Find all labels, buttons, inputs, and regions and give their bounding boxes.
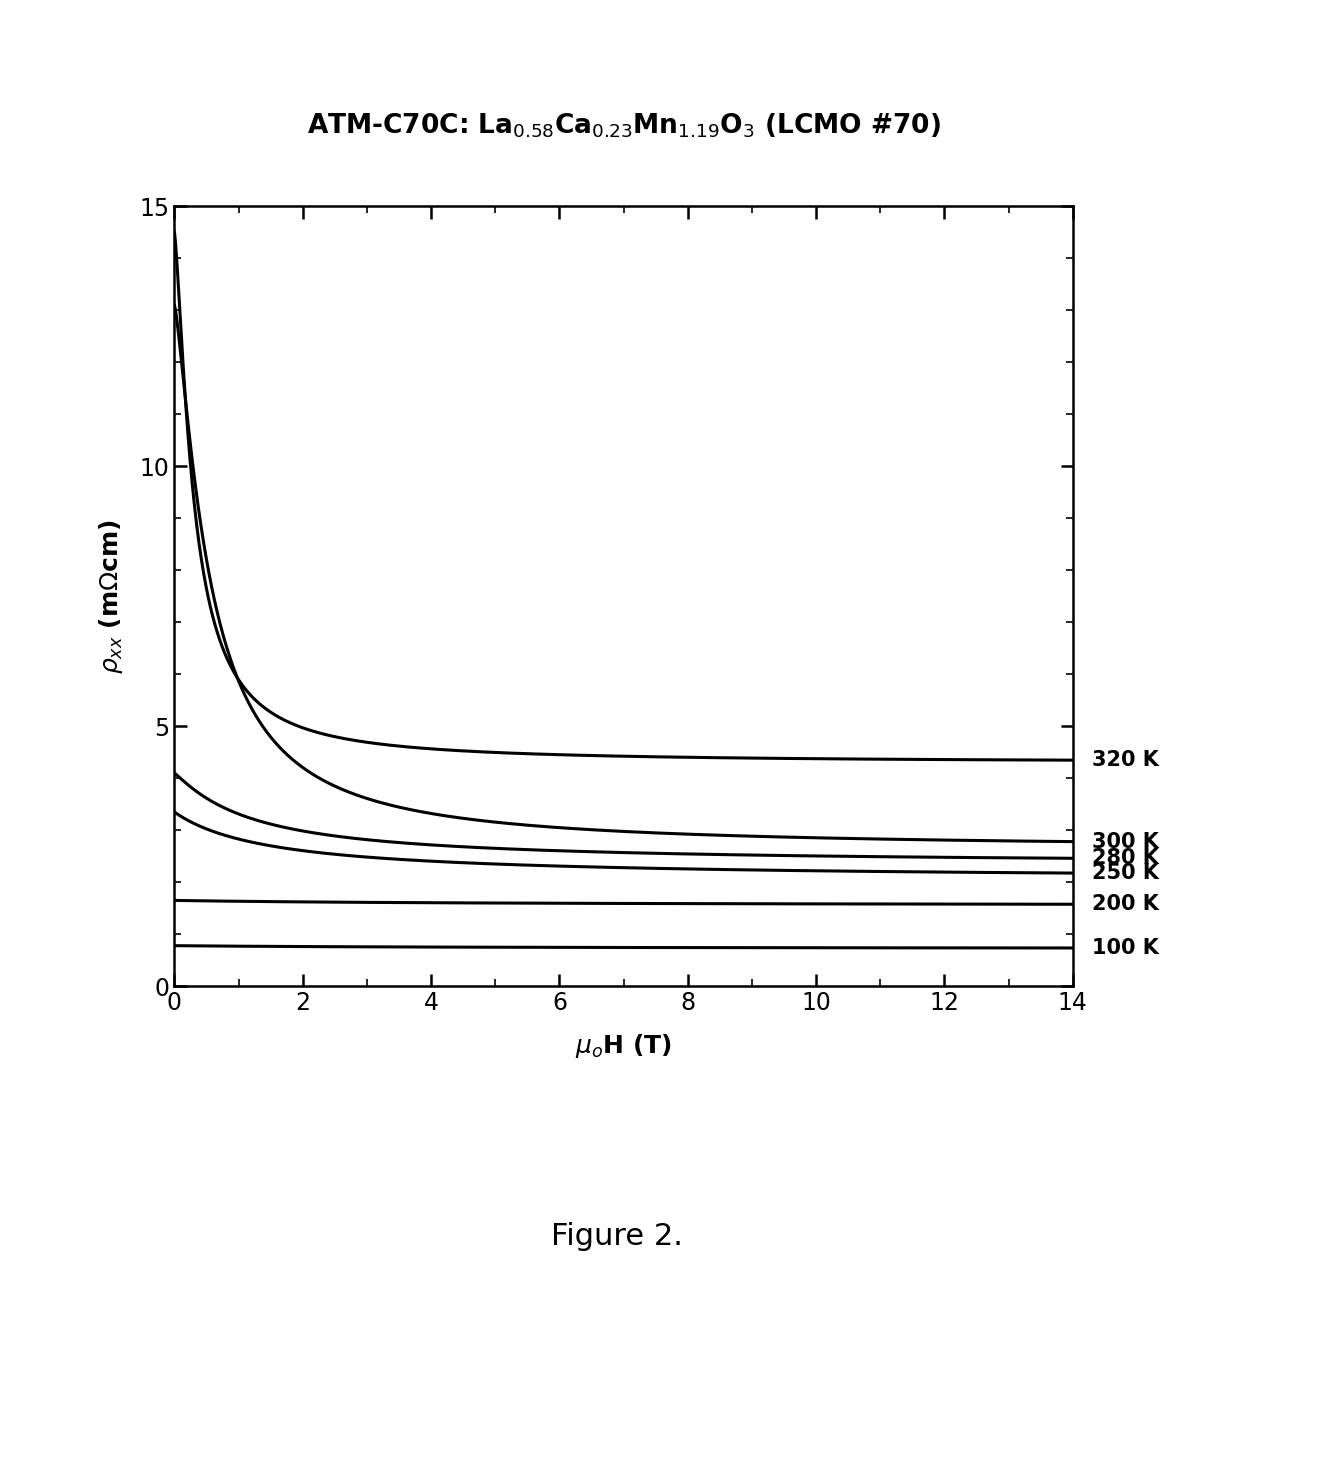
Text: Figure 2.: Figure 2. [551,1222,683,1251]
Text: 250 K: 250 K [1092,863,1159,883]
Text: 280 K: 280 K [1092,848,1159,868]
X-axis label: $\mu_o$H (T): $\mu_o$H (T) [575,1032,672,1060]
Text: ATM-C70C: La$_{0.58}$Ca$_{0.23}$Mn$_{1.19}$O$_3$ (LCMO #70): ATM-C70C: La$_{0.58}$Ca$_{0.23}$Mn$_{1.1… [307,112,940,140]
Text: 320 K: 320 K [1092,751,1159,770]
Text: 300 K: 300 K [1092,832,1159,852]
Text: 100 K: 100 K [1092,938,1159,958]
Text: 200 K: 200 K [1092,895,1159,914]
Y-axis label: $\rho_{xx}$ (m$\Omega$cm): $\rho_{xx}$ (m$\Omega$cm) [98,518,126,674]
